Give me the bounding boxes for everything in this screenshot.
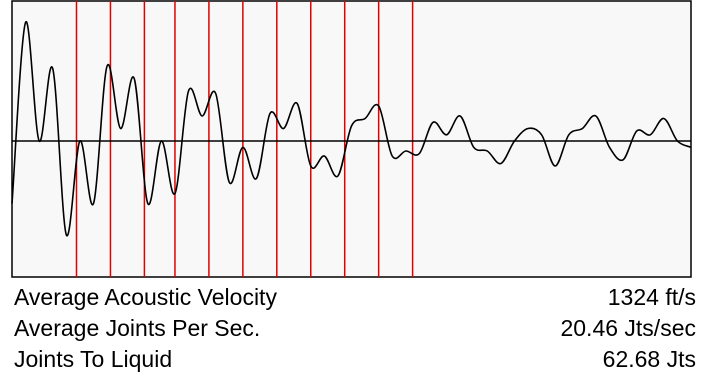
readout-row-joints-to-liquid: Joints To Liquid 62.68 Jts xyxy=(14,344,696,375)
joints-to-liquid-value: 62.68 Jts xyxy=(602,346,696,372)
joints-to-liquid-label: Joints To Liquid xyxy=(14,346,173,372)
joints-per-sec-value: 20.46 Jts/sec xyxy=(560,315,696,341)
readout-panel: Average Acoustic Velocity 1324 ft/s Aver… xyxy=(14,282,696,375)
acoustic-chart-svg xyxy=(11,0,692,278)
plot-area xyxy=(11,0,692,278)
joints-per-sec-label: Average Joints Per Sec. xyxy=(14,315,261,341)
readout-row-joints-per-sec: Average Joints Per Sec. 20.46 Jts/sec xyxy=(14,313,696,344)
velocity-value: 1324 ft/s xyxy=(607,284,696,310)
acoustic-chart xyxy=(11,0,693,279)
velocity-label: Average Acoustic Velocity xyxy=(14,284,277,310)
readout-row-velocity: Average Acoustic Velocity 1324 ft/s xyxy=(14,282,696,313)
acoustic-waveform xyxy=(11,21,692,237)
joint-markers xyxy=(75,1,414,277)
